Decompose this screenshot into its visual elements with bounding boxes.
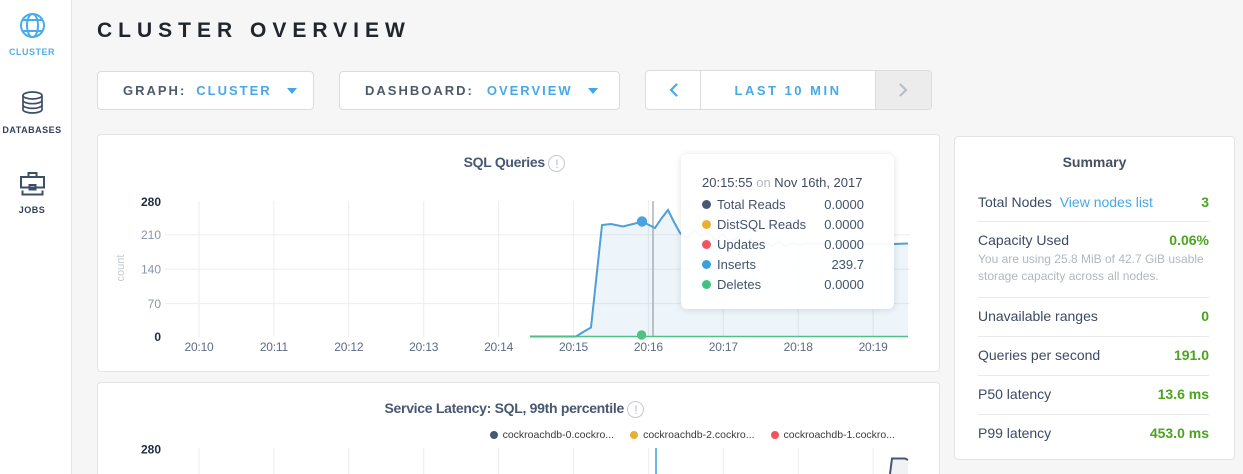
svg-text:20:18: 20:18 [784, 340, 814, 354]
svg-text:210: 210 [141, 228, 161, 242]
svg-text:20:15: 20:15 [559, 340, 589, 354]
svg-text:140: 140 [141, 263, 161, 277]
svg-text:20:17: 20:17 [709, 340, 739, 354]
svg-text:20:19: 20:19 [859, 340, 889, 354]
svg-text:count: count [115, 255, 127, 282]
svg-text:20:10: 20:10 [184, 340, 214, 354]
svg-text:280: 280 [141, 443, 161, 457]
svg-text:20:12: 20:12 [334, 340, 364, 354]
svg-text:20:14: 20:14 [484, 340, 514, 354]
svg-text:20:11: 20:11 [260, 340, 289, 354]
svg-text:70: 70 [148, 297, 162, 311]
svg-text:0: 0 [154, 330, 161, 344]
svg-text:280: 280 [141, 195, 161, 209]
svg-text:20:13: 20:13 [409, 340, 439, 354]
svg-text:20:16: 20:16 [634, 340, 664, 354]
